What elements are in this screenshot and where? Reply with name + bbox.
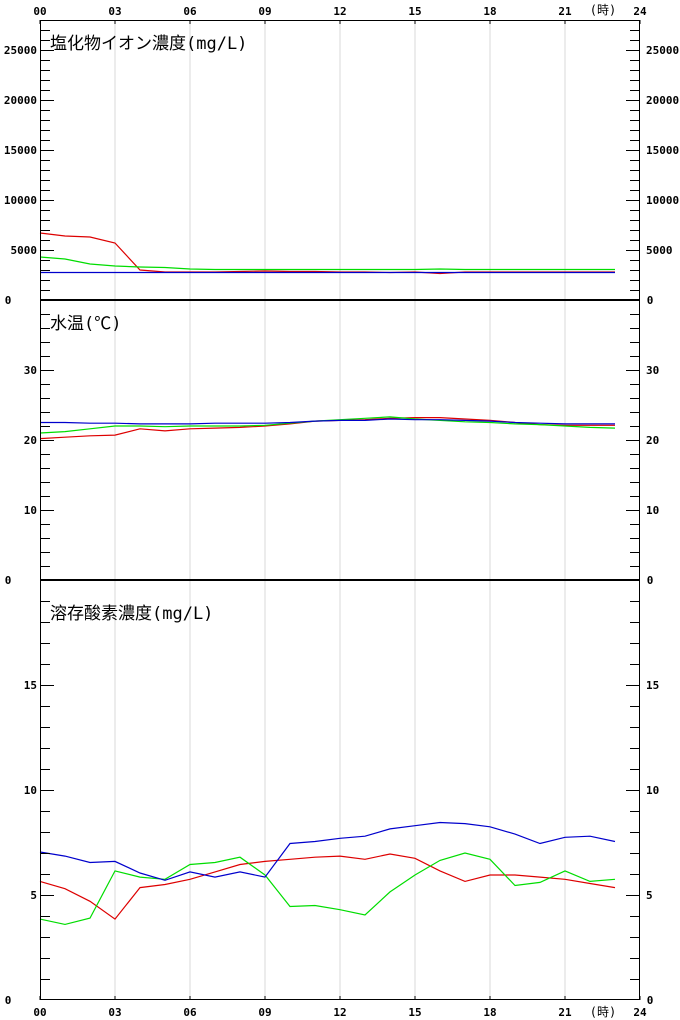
- water-temp-ytick-right: 20: [646, 434, 659, 447]
- hour-label-top: 06: [183, 5, 197, 18]
- chloride-ytick-left: 0: [5, 294, 12, 307]
- water-temp-ytick-left: 30: [24, 364, 37, 377]
- water-temp-ytick-left: 20: [24, 434, 37, 447]
- water-temp-series-line-2: [40, 418, 615, 425]
- chloride-ytick-right: 25000: [646, 44, 679, 57]
- hour-label-bottom: 00: [33, 1006, 46, 1019]
- chloride-ytick-right: 5000: [646, 244, 673, 257]
- hour-label-top: 18: [483, 5, 496, 18]
- hour-label-top: 15: [408, 5, 421, 18]
- hour-label-bottom: 12: [333, 1006, 346, 1019]
- dissolved-oxygen-series-line-2: [39, 821, 616, 881]
- hour-label-bottom: 06: [183, 1006, 197, 1019]
- water-temp-ytick-left: 0: [5, 574, 12, 587]
- water-temp-series-line-1: [39, 416, 616, 434]
- chloride-ytick-left: 20000: [4, 94, 37, 107]
- chloride-ytick-right: 20000: [646, 94, 679, 107]
- dissolved-oxygen-ytick-right: 10: [646, 784, 659, 797]
- chloride-ytick-left: 10000: [4, 194, 37, 207]
- chloride-ytick-right: 15000: [646, 144, 679, 157]
- dissolved-oxygen-series-line-0: [39, 853, 616, 920]
- chloride-series-line-1: [39, 256, 615, 271]
- water-temp-panel-frame: [40, 300, 640, 580]
- water-temp-ytick-right: 0: [647, 574, 654, 587]
- hour-label-bottom: 03: [108, 1006, 121, 1019]
- time-unit-label-bottom: (時): [590, 1005, 616, 1019]
- hour-label-bottom: 24: [633, 1006, 647, 1019]
- water-temp-ytick-left: 10: [24, 504, 37, 517]
- chloride-ytick-right: 10000: [646, 194, 679, 207]
- chloride-ytick-right: 0: [647, 294, 654, 307]
- chloride-series-line-0: [39, 232, 615, 275]
- dissolved-oxygen-ytick-left: 10: [24, 784, 37, 797]
- hour-label-top: 24: [633, 5, 647, 18]
- dissolved-oxygen-ytick-left: 15: [24, 679, 37, 692]
- water-temp-panel-title: 水温(℃): [50, 314, 121, 334]
- water-temp-ytick-right: 30: [646, 364, 659, 377]
- dissolved-oxygen-panel-title: 溶存酸素濃度(mg/L): [50, 604, 213, 624]
- chloride-ytick-left: 15000: [4, 144, 37, 157]
- dissolved-oxygen-ytick-right: 0: [647, 994, 654, 1007]
- hour-label-top: 00: [33, 5, 46, 18]
- chloride-panel-title: 塩化物イオン濃度(mg/L): [50, 34, 247, 54]
- hour-label-top: 03: [108, 5, 121, 18]
- dissolved-oxygen-ytick-left: 5: [30, 889, 37, 902]
- hour-label-bottom: 15: [408, 1006, 421, 1019]
- hour-label-top: 09: [258, 5, 271, 18]
- dissolved-oxygen-ytick-left: 0: [5, 994, 12, 1007]
- dissolved-oxygen-ytick-right: 5: [646, 889, 653, 902]
- dissolved-oxygen-ytick-right: 15: [646, 679, 659, 692]
- dissolved-oxygen-series-line-1: [39, 852, 616, 926]
- hour-label-top: 21: [558, 5, 572, 18]
- hour-label-bottom: 09: [258, 1006, 271, 1019]
- time-unit-label-top: (時): [590, 3, 616, 17]
- water-temp-ytick-right: 10: [646, 504, 659, 517]
- hour-label-bottom: 21: [558, 1006, 572, 1019]
- chloride-ytick-left: 25000: [4, 44, 37, 57]
- hour-label-bottom: 18: [483, 1006, 496, 1019]
- chloride-ytick-left: 5000: [11, 244, 38, 257]
- hour-label-top: 12: [333, 5, 346, 18]
